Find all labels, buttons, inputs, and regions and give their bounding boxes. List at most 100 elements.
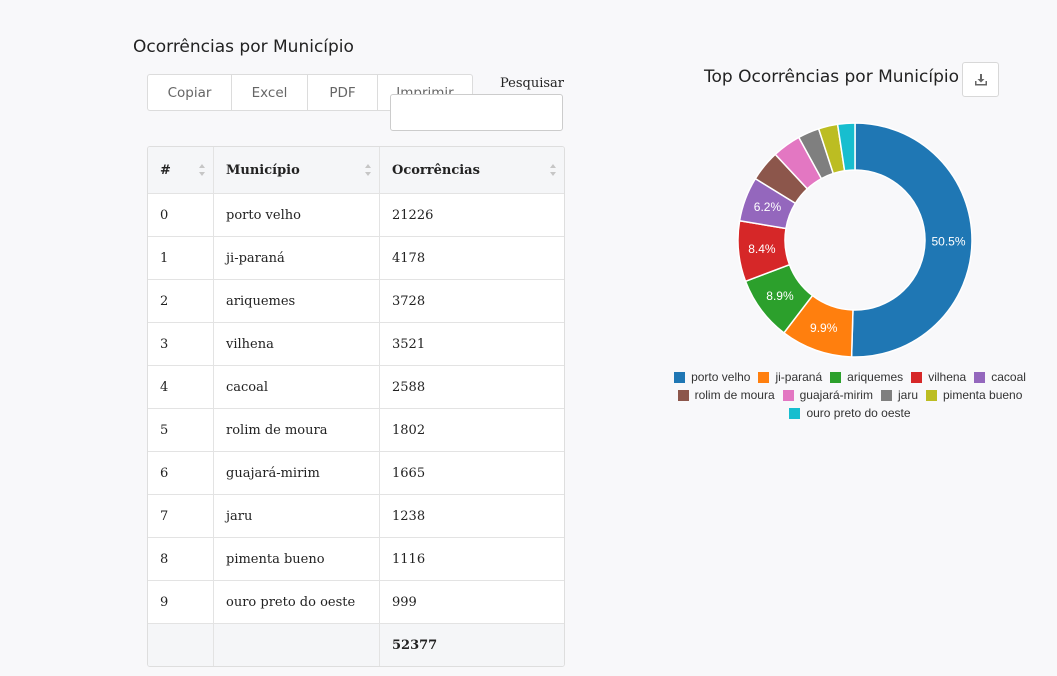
cell-municipio: ji-paraná — [213, 236, 380, 280]
legend-item[interactable]: jaru — [880, 388, 918, 402]
cell-index: 8 — [148, 537, 214, 581]
legend-row: rolim de moura guajará-mirim jaru pimenta b… — [650, 386, 1050, 404]
cell-ocorrencias: 1665 — [379, 451, 564, 495]
legend-item[interactable]: rolim de moura — [677, 388, 775, 402]
cell-ocorrencias: 1116 — [379, 537, 564, 581]
cell-municipio: porto velho — [213, 193, 380, 237]
table-footer-row: 52377 — [148, 623, 564, 666]
header-municipio[interactable]: Município — [213, 147, 380, 194]
cell-index: 7 — [148, 494, 214, 538]
legend-swatch — [758, 371, 770, 383]
legend-row: porto velho ji-paraná ariquemes vilhena caco… — [650, 368, 1050, 386]
download-icon — [975, 74, 987, 86]
table-row: 1 ji-paraná 4178 — [148, 236, 564, 280]
cell-index: 0 — [148, 193, 214, 237]
cell-index: 3 — [148, 322, 214, 366]
table-row: 4 cacoal 2588 — [148, 365, 564, 409]
table-row: 7 jaru 1238 — [148, 494, 564, 538]
legend-label: guajará-mirim — [799, 388, 873, 402]
download-button[interactable] — [962, 62, 999, 97]
data-label: 8.4% — [748, 242, 776, 256]
header-ocorrencias[interactable]: Ocorrências — [379, 147, 564, 194]
header-index-label: # — [160, 162, 171, 178]
legend-label: jaru — [897, 388, 918, 402]
cell-municipio: jaru — [213, 494, 380, 538]
pdf-button[interactable]: PDF — [307, 74, 378, 111]
cell-municipio: rolim de moura — [213, 408, 380, 452]
footer-empty-cell — [213, 623, 380, 666]
legend-item[interactable]: vilhena — [911, 370, 966, 384]
legend-swatch — [926, 389, 937, 401]
copy-button[interactable]: Copiar — [147, 74, 232, 111]
cell-ocorrencias: 4178 — [379, 236, 564, 280]
legend-swatch — [880, 389, 892, 401]
search-input[interactable] — [390, 94, 563, 131]
legend-swatch — [911, 371, 923, 383]
legend-item[interactable]: porto velho — [674, 370, 750, 384]
legend-swatch — [677, 389, 689, 401]
cell-index: 6 — [148, 451, 214, 495]
chart-legend: porto velho ji-paraná ariquemes vilhena caco… — [650, 368, 1050, 422]
search-label: Pesquisar — [500, 76, 565, 91]
cell-municipio: ouro preto do oeste — [213, 580, 380, 624]
table-row: 8 pimenta bueno 1116 — [148, 537, 564, 581]
legend-swatch — [782, 389, 794, 401]
table-row: 9 ouro preto do oeste 999 — [148, 580, 564, 624]
slice-porto-velho[interactable] — [850, 122, 973, 358]
cell-municipio: cacoal — [213, 365, 380, 409]
legend-label: cacoal — [991, 370, 1026, 384]
legend-label: ouro preto do oeste — [806, 406, 911, 420]
cell-ocorrencias: 3521 — [379, 322, 564, 366]
legend-swatch — [974, 371, 986, 383]
legend-item[interactable]: ariquemes — [830, 370, 903, 384]
table-row: 3 vilhena 3521 — [148, 322, 564, 366]
table-row: 5 rolim de moura 1802 — [148, 408, 564, 452]
cell-municipio: pimenta bueno — [213, 537, 380, 581]
cell-ocorrencias: 2588 — [379, 365, 564, 409]
legend-swatch — [789, 407, 801, 419]
cell-index: 2 — [148, 279, 214, 323]
sort-icon — [365, 164, 371, 176]
header-ocorrencias-label: Ocorrências — [392, 162, 480, 178]
sort-icon — [550, 164, 556, 176]
legend-label: ariquemes — [847, 370, 904, 384]
cell-municipio: ariquemes — [213, 279, 380, 323]
legend-label: porto velho — [691, 370, 751, 384]
excel-button[interactable]: Excel — [231, 74, 308, 111]
legend-swatch — [830, 371, 842, 383]
cell-municipio: vilhena — [213, 322, 380, 366]
slice-ouro-preto-do-oeste[interactable] — [836, 122, 856, 172]
legend-row: ouro preto do oeste — [650, 404, 1050, 422]
cell-ocorrencias: 21226 — [379, 193, 564, 237]
legend-item[interactable]: ouro preto do oeste — [789, 406, 911, 420]
cell-municipio: guajará-mirim — [213, 451, 380, 495]
footer-total: 52377 — [379, 623, 564, 666]
header-index[interactable]: # — [148, 147, 214, 194]
legend-item[interactable]: cacoal — [974, 370, 1026, 384]
table-row: 6 guajará-mirim 1665 — [148, 451, 564, 495]
cell-index: 5 — [148, 408, 214, 452]
footer-empty-cell — [148, 623, 214, 666]
legend-item[interactable]: ji-paraná — [758, 370, 822, 384]
cell-ocorrencias: 3728 — [379, 279, 564, 323]
cell-ocorrencias: 1802 — [379, 408, 564, 452]
header-municipio-label: Município — [226, 162, 300, 178]
table-section-title: Ocorrências por Município — [133, 37, 354, 57]
data-label: 9.9% — [810, 321, 838, 335]
legend-item[interactable]: guajará-mirim — [782, 388, 873, 402]
cell-ocorrencias: 1238 — [379, 494, 564, 538]
table-header-row: # Município Ocorrências — [148, 147, 564, 194]
sort-icon — [199, 164, 205, 176]
data-label: 8.9% — [766, 289, 794, 303]
table-row: 0 porto velho 21226 — [148, 193, 564, 237]
legend-label: vilhena — [928, 370, 967, 384]
cell-ocorrencias: 999 — [379, 580, 564, 624]
legend-label: pimenta bueno — [943, 388, 1023, 402]
cell-index: 4 — [148, 365, 214, 409]
cell-index: 1 — [148, 236, 214, 280]
table-row: 2 ariquemes 3728 — [148, 279, 564, 323]
legend-item[interactable]: pimenta bueno — [926, 388, 1022, 402]
donut-chart: 50.5% 9.9% 8.9% 8.4% 6.2% — [737, 122, 973, 358]
data-label: 50.5% — [931, 234, 965, 248]
data-label: 6.2% — [754, 200, 782, 214]
